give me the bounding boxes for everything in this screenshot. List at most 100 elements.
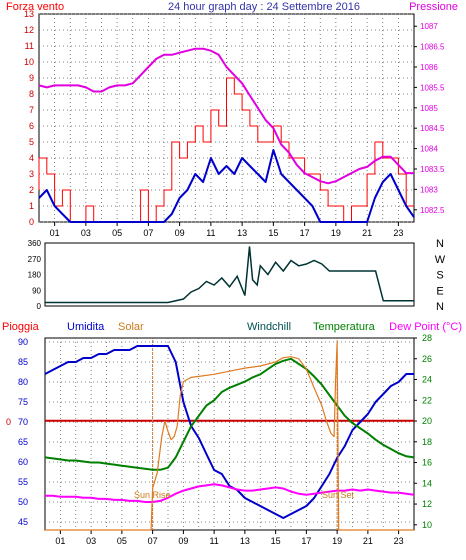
compass-label: S [436,270,443,282]
temp-hour-tick-label: 01 [55,536,65,546]
humidity-tick-label: 70 [18,417,28,427]
pressure-label: Pressione [409,1,458,13]
sunset-label: Sun Set [322,490,355,500]
humidity-legend: Umidita [67,321,105,333]
humidity-tick-label: 60 [18,457,28,467]
humidity-tick-label: 90 [18,337,28,347]
wind-force-tick-label: 11 [25,41,34,51]
sunrise-label: Sun Rise [134,490,171,500]
rain-legend: Pioggia [2,321,40,333]
direction-tick-label: 180 [28,271,42,280]
rain-zero-label: 0 [6,417,11,427]
temp-hour-tick-label: 19 [332,536,342,546]
compass-label: N [436,238,444,250]
humidity-tick-label: 80 [18,377,28,387]
wind-force-tick-label: 2 [29,185,34,195]
pressure-tick-label: 1085 [420,104,438,113]
pressure-tick-label: 1084 [420,145,438,154]
temperature-tick-label: 12 [422,499,432,509]
temp-hour-tick-label: 07 [148,536,158,546]
wind-hour-tick-label: 07 [143,228,153,238]
direction-tick-label: 360 [28,239,42,248]
humidity-tick-label: 55 [18,477,28,487]
temp-hour-tick-label: 03 [86,536,96,546]
pressure-tick-label: 1086 [420,63,438,72]
pressure-tick-label: 1082.5 [420,206,445,215]
solar-legend: Solar [118,321,144,333]
wind-force-tick-label: 6 [29,121,34,131]
temperature-tick-label: 14 [422,478,432,488]
wind-hour-tick-label: 01 [50,228,60,238]
wind-speed-line [38,149,415,223]
pressure-tick-label: 1085.5 [420,83,445,92]
temperature-tick-label: 20 [422,416,432,426]
wind-force-tick-label: 3 [29,169,34,179]
compass-label: N [436,301,444,313]
wind-force-tick-label: 4 [29,153,34,163]
wind-hour-tick-label: 21 [362,228,372,238]
wind-force-tick-label: 13 [24,9,34,19]
chart-labels: Forza vento 24 hour graph day : 24 Sette… [2,1,462,500]
temperature-tick-label: 22 [422,395,432,405]
wind-hour-tick-label: 23 [393,228,403,238]
wind-force-tick-label: 8 [29,89,34,99]
temp-hour-tick-label: 17 [301,536,311,546]
wind-hour-tick-label: 11 [206,228,215,238]
humidity-tick-label: 65 [18,437,28,447]
wind-hour-tick-label: 09 [175,228,185,238]
direction-plot-frame [44,242,415,307]
temp-hour-tick-label: 23 [394,536,404,546]
solar-line [45,342,414,531]
pressure-tick-label: 1087 [420,22,438,31]
windchill-legend: Windchill [247,321,291,333]
wind-pressure-chart: 0123456789101112131082.510831083.5108410… [24,9,445,238]
temperature-legend: Temperatura [313,321,376,333]
temp-hour-tick-label: 21 [363,536,373,546]
compass-label: E [436,285,443,297]
wind-hour-tick-label: 17 [300,228,310,238]
direction-tick-label: 0 [37,302,42,311]
temp-hour-tick-label: 15 [271,536,281,546]
pressure-tick-label: 1086.5 [420,43,445,52]
direction-tick-label: 90 [32,286,41,295]
wind-hour-tick-label: 15 [268,228,278,238]
wind-hour-tick-label: 13 [237,228,247,238]
dew-point-legend: Dew Point (°C) [389,321,462,333]
pressure-tick-label: 1083 [420,185,438,194]
dew-point-line [45,483,415,503]
temp-hour-tick-label: 11 [209,536,218,546]
pressure-tick-label: 1084.5 [420,124,445,133]
wind-force-tick-label: 0 [29,217,34,227]
wind-force-tick-label: 7 [29,105,34,115]
pressure-line [38,47,414,185]
wind-hour-tick-label: 19 [331,228,341,238]
wind-force-tick-label: 9 [29,73,34,83]
temp-hour-tick-label: 13 [240,536,250,546]
wind-hour-tick-label: 05 [112,228,122,238]
humidity-tick-label: 45 [18,517,28,527]
direction-tick-label: 270 [28,255,42,264]
wind-force-tick-label: 1 [29,201,34,211]
temperature-tick-label: 26 [422,354,432,364]
temperature-tick-label: 10 [422,520,432,530]
wind-force-tick-label: 10 [24,57,34,67]
temp-hour-tick-label: 09 [178,536,188,546]
temperature-line [44,357,415,471]
temp-hour-tick-label: 05 [117,536,127,546]
wind-force-label: Forza vento [6,1,64,13]
humidity-line [44,345,414,519]
temperature-tick-label: 16 [422,458,432,468]
wind-direction-chart: 360 N 270 W 180 S 90 E 0 N [28,238,446,313]
direction-line [45,246,414,304]
pressure-tick-label: 1083.5 [420,165,445,174]
wind-hour-tick-label: 03 [81,228,91,238]
temperature-tick-label: 24 [422,375,432,385]
wind-force-tick-label: 5 [29,137,34,147]
temperature-humidity-chart: 45 50 55 60 65 70 75 80 85 90 10 12 14 16 18 20 22 24 26 28… [6,333,432,546]
humidity-tick-label: 75 [18,397,28,407]
compass-label: W [435,254,446,266]
humidity-tick-label: 85 [18,357,28,367]
temperature-tick-label: 28 [422,333,432,343]
wind-force-tick-label: 12 [24,25,34,35]
